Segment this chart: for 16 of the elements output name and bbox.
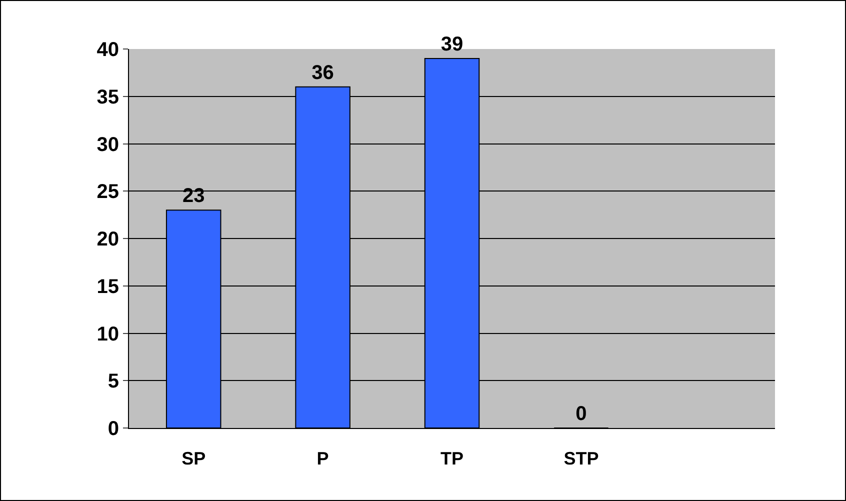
x-tick-label: SP — [182, 448, 206, 469]
x-tick-label: P — [316, 448, 329, 469]
y-tick-label: 40 — [96, 39, 119, 61]
y-tick-label: 30 — [96, 134, 119, 156]
y-tick-label: 0 — [108, 418, 119, 440]
data-label: 39 — [440, 33, 464, 56]
y-tick-label: 5 — [108, 370, 119, 393]
x-tick-label: STP — [564, 448, 599, 469]
y-tick-label: 10 — [96, 323, 119, 346]
y-tick-label: 25 — [96, 181, 119, 204]
y-tick-label: 15 — [96, 276, 119, 298]
x-tick-label: TP — [440, 448, 464, 469]
data-label: 0 — [576, 403, 587, 425]
y-tick-label: 20 — [96, 228, 119, 250]
data-label: 36 — [312, 62, 334, 84]
y-tick-label: 35 — [96, 86, 119, 108]
